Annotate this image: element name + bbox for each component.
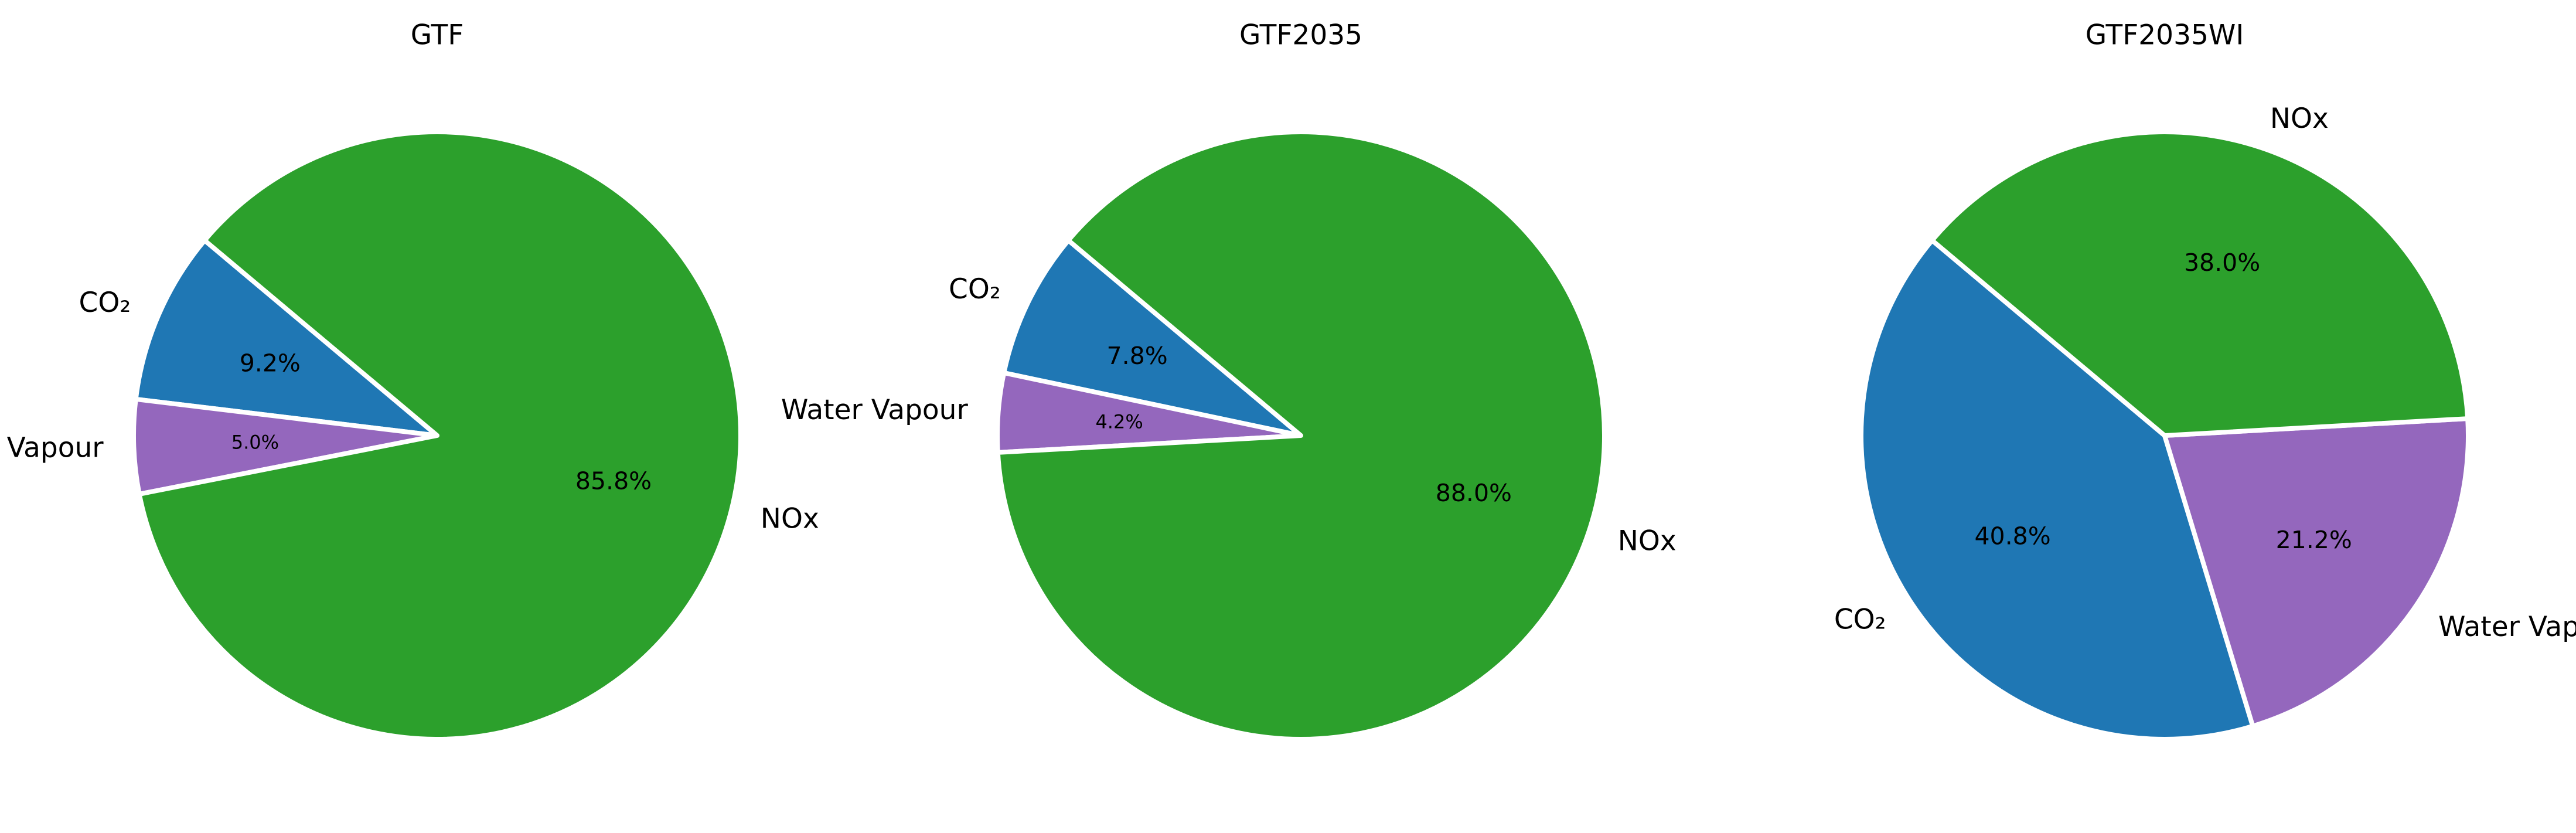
- percent-label-water-vapour: 4.2%: [1095, 410, 1143, 433]
- slice-label-nox: NOx: [761, 503, 819, 535]
- percent-label-co2: 9.2%: [240, 349, 301, 377]
- pie-chart-gtf2035: GTF2035 CO₂ 7.8% Water Vapour 4.2% NOx 88.0%: [781, 19, 1677, 742]
- slice-label-water-vapour: Water Vapour: [781, 394, 969, 426]
- chart-title: GTF2035: [1239, 19, 1362, 52]
- pie-slice-water-vapour: [2162, 416, 2471, 729]
- pie-chart-gtf: GTF CO₂ 9.2% Water Vapour 5.0% NOx 85.8%: [0, 19, 819, 742]
- slice-label-water-vapour: Water Vapour: [2438, 611, 2576, 643]
- pie-slice-co2: [1859, 238, 2255, 742]
- pie-slice-nox: [1930, 130, 2471, 438]
- slice-label-co2: CO₂: [79, 287, 131, 319]
- pie-slice-co2: [133, 238, 439, 438]
- pie-slice-nox: [995, 130, 1607, 742]
- percent-label-co2: 7.8%: [1107, 342, 1168, 370]
- slice-label-co2: CO₂: [1834, 604, 1886, 636]
- pie-slice-nox: [137, 130, 744, 742]
- slice-label-water-vapour: Water Vapour: [0, 432, 104, 464]
- percent-label-co2: 40.8%: [1974, 522, 2050, 550]
- percent-label-nox: 85.8%: [575, 467, 652, 495]
- percent-label-nox: 38.0%: [2184, 249, 2260, 277]
- percent-label-water-vapour: 5.0%: [231, 431, 279, 454]
- slice-label-nox: NOx: [1618, 525, 1677, 557]
- slice-label-co2: CO₂: [949, 273, 1001, 305]
- pie-chart-gtf2035wi: GTF2035WI CO₂ 40.8% Water Vapour 21.2% NOx 38.…: [1834, 19, 2576, 742]
- slice-label-nox: NOx: [2270, 103, 2329, 135]
- percent-label-water-vapour: 21.2%: [2276, 526, 2352, 554]
- chart-title: GTF2035WI: [2086, 19, 2244, 52]
- chart-title: GTF: [411, 19, 464, 52]
- percent-label-nox: 88.0%: [1436, 479, 1512, 507]
